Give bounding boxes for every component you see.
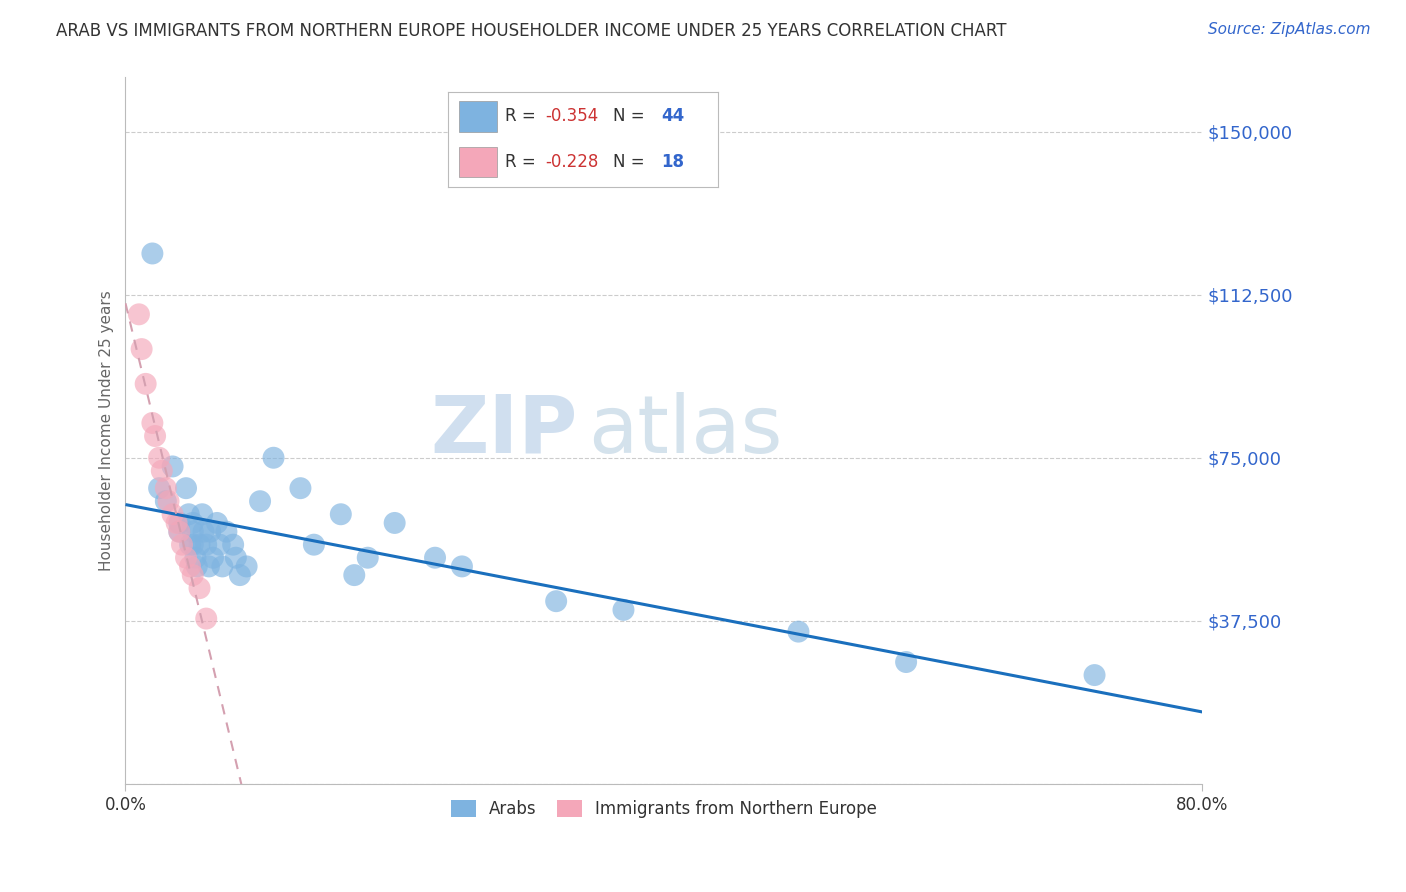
- Point: [177, 508, 200, 522]
- Point: [200, 524, 222, 539]
- Point: [169, 516, 191, 530]
- Point: [186, 559, 208, 574]
- Point: [181, 568, 204, 582]
- Point: [148, 481, 170, 495]
- Point: [169, 524, 191, 539]
- Point: [546, 594, 568, 608]
- Point: [195, 611, 218, 625]
- Point: [191, 508, 214, 522]
- Legend: Arabs, Immigrants from Northern Europe: Arabs, Immigrants from Northern Europe: [444, 793, 883, 825]
- Point: [169, 524, 191, 539]
- Point: [181, 524, 204, 539]
- Point: [193, 524, 215, 539]
- Point: [162, 508, 184, 522]
- Point: [208, 538, 231, 552]
- Text: ARAB VS IMMIGRANTS FROM NORTHERN EUROPE HOUSEHOLDER INCOME UNDER 25 YEARS CORREL: ARAB VS IMMIGRANTS FROM NORTHERN EUROPE …: [56, 22, 1007, 40]
- Point: [357, 550, 380, 565]
- Point: [211, 559, 233, 574]
- Point: [787, 624, 810, 639]
- Point: [155, 481, 177, 495]
- Point: [174, 481, 197, 495]
- Point: [384, 516, 406, 530]
- Point: [329, 508, 352, 522]
- Point: [198, 559, 221, 574]
- Point: [141, 246, 163, 260]
- Point: [155, 494, 177, 508]
- Point: [215, 524, 238, 539]
- Point: [181, 538, 204, 552]
- Point: [128, 307, 150, 321]
- Point: [249, 494, 271, 508]
- Point: [170, 538, 193, 552]
- Point: [174, 550, 197, 565]
- Point: [423, 550, 446, 565]
- Point: [157, 494, 180, 508]
- Point: [343, 568, 366, 582]
- Point: [225, 550, 247, 565]
- Point: [141, 416, 163, 430]
- Point: [263, 450, 285, 465]
- Point: [179, 538, 201, 552]
- Point: [179, 559, 201, 574]
- Point: [235, 559, 257, 574]
- Point: [229, 568, 252, 582]
- Point: [1083, 668, 1105, 682]
- Point: [222, 538, 245, 552]
- Point: [188, 538, 211, 552]
- Point: [451, 559, 474, 574]
- Point: [150, 464, 173, 478]
- Text: atlas: atlas: [589, 392, 783, 469]
- Text: Source: ZipAtlas.com: Source: ZipAtlas.com: [1208, 22, 1371, 37]
- Point: [148, 450, 170, 465]
- Point: [143, 429, 166, 443]
- Point: [166, 516, 188, 530]
- Point: [184, 550, 207, 565]
- Point: [612, 603, 634, 617]
- Point: [201, 550, 224, 565]
- Point: [181, 516, 204, 530]
- Point: [894, 655, 917, 669]
- Point: [162, 459, 184, 474]
- Point: [302, 538, 325, 552]
- Point: [188, 581, 211, 595]
- Point: [205, 516, 228, 530]
- Point: [195, 538, 218, 552]
- Point: [290, 481, 312, 495]
- Point: [131, 342, 153, 356]
- Point: [135, 376, 157, 391]
- Text: ZIP: ZIP: [430, 392, 578, 469]
- Y-axis label: Householder Income Under 25 years: Householder Income Under 25 years: [100, 290, 114, 571]
